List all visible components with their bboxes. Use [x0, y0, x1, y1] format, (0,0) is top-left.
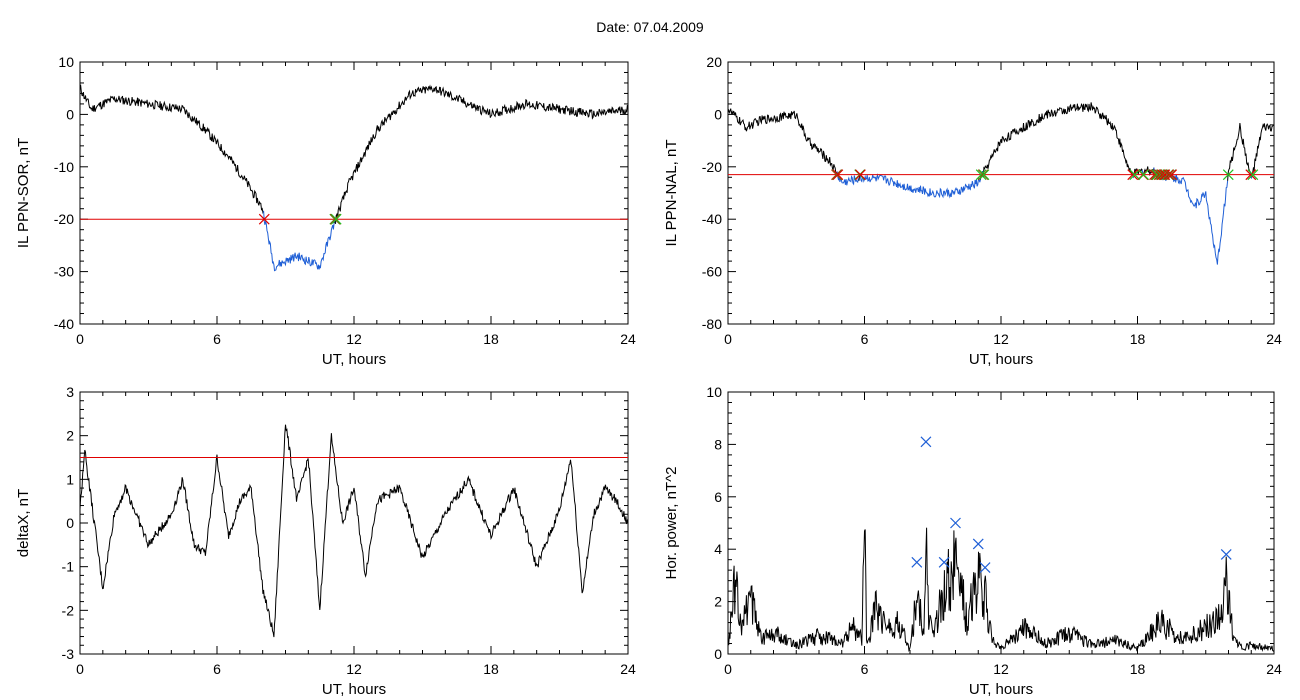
y-tick-label: 0 [714, 646, 722, 662]
y-tick-label: 8 [714, 436, 722, 452]
y-axis-label: Hor. power, nT^2 [663, 467, 680, 580]
crossing-marker-down [1163, 169, 1175, 181]
x-tick-label: 24 [1266, 331, 1282, 347]
y-tick-label: -20 [54, 211, 74, 227]
peak-marker [938, 556, 950, 568]
data-trace-below-threshold [859, 173, 981, 199]
y-tick-label: -20 [702, 159, 722, 175]
crossing-marker-down [1166, 169, 1178, 181]
y-tick-label: 2 [66, 428, 74, 444]
x-tick-label: 6 [213, 331, 221, 347]
data-trace-below-threshold [263, 210, 335, 272]
plot-frame [727, 391, 1275, 655]
y-tick-label: 10 [58, 54, 74, 70]
crossing-marker-up [975, 169, 987, 181]
x-tick-label: 24 [1266, 661, 1282, 677]
y-tick-label: -80 [702, 316, 722, 332]
x-tick-label: 18 [1130, 331, 1146, 347]
y-tick-label: 20 [706, 54, 722, 70]
peak-marker [950, 517, 961, 529]
y-axis-label: deltaX, nT [15, 489, 32, 557]
peak-marker [911, 556, 923, 568]
plot-frame [727, 61, 1275, 325]
data-trace [79, 84, 265, 215]
y-tick-label: -2 [62, 602, 75, 618]
x-tick-label: 24 [620, 331, 636, 347]
x-tick-label: 12 [346, 331, 362, 347]
crossing-marker-up [1222, 169, 1234, 181]
crossing-marker-up [1138, 169, 1150, 181]
crossing-marker-down [258, 213, 270, 225]
x-tick-label: 12 [346, 661, 362, 677]
crossing-marker-down [1245, 169, 1257, 181]
y-axis-label: IL PPN-NAL, nT [663, 140, 680, 247]
plot-frame [79, 61, 629, 325]
x-tick-label: 0 [76, 331, 84, 347]
y-tick-label: 0 [66, 106, 74, 122]
y-tick-label: 1 [66, 471, 74, 487]
peak-marker [1220, 549, 1232, 560]
crossing-marker-up [1129, 169, 1141, 181]
crossing-marker-down [854, 169, 866, 181]
x-tick-label: 12 [993, 661, 1009, 677]
peak-marker [972, 538, 984, 550]
y-tick-label: -40 [702, 211, 722, 227]
y-tick-label: -40 [54, 316, 74, 332]
y-tick-label: 6 [714, 489, 722, 505]
peak-marker [920, 436, 932, 448]
crossing-marker-up [1247, 169, 1259, 181]
data-trace [1227, 123, 1251, 181]
x-tick-label: 6 [861, 661, 869, 677]
y-tick-label: 3 [66, 384, 74, 400]
x-tick-label: 12 [993, 331, 1009, 347]
panel-ppn-sor: 0 6 12 18 24 -40 -30 -20 -10 0 10 UT, hours IL PPN-S… [15, 54, 636, 368]
x-tick-label: 18 [483, 661, 499, 677]
x-axis-label: UT, hours [969, 681, 1033, 698]
data-trace [1251, 123, 1275, 176]
x-tick-label: 6 [213, 661, 221, 677]
y-tick-label: 2 [714, 594, 722, 610]
data-trace [727, 527, 1275, 653]
x-tick-label: 6 [861, 331, 869, 347]
y-tick-label: -3 [62, 646, 75, 662]
x-tick-label: 18 [1130, 661, 1146, 677]
y-tick-label: -30 [54, 264, 74, 280]
x-tick-label: 24 [620, 661, 636, 677]
y-tick-label: -60 [702, 264, 722, 280]
peak-marker [979, 562, 991, 573]
x-tick-label: 0 [724, 331, 732, 347]
crossing-marker-up [978, 169, 990, 181]
x-axis-label: UT, hours [969, 351, 1033, 368]
y-tick-label: 4 [714, 541, 722, 557]
y-tick-label: 0 [66, 515, 74, 531]
x-tick-label: 0 [76, 661, 84, 677]
crossing-marker-up [330, 213, 342, 225]
y-tick-label: -10 [54, 159, 74, 175]
crossing-marker-down [832, 169, 844, 181]
y-axis-label: IL PPN-SOR, nT [15, 138, 32, 248]
data-trace [79, 424, 629, 638]
data-trace [335, 84, 629, 224]
x-tick-label: 0 [724, 661, 732, 677]
x-axis-label: UT, hours [322, 351, 386, 368]
y-tick-label: 10 [706, 384, 722, 400]
data-trace-below-threshold [1170, 174, 1229, 265]
y-tick-label: -1 [62, 559, 75, 575]
crossing-marker-down [1153, 169, 1165, 181]
x-tick-label: 18 [483, 331, 499, 347]
data-trace [727, 108, 837, 174]
y-tick-label: 0 [714, 106, 722, 122]
crossing-marker-down [1127, 169, 1139, 181]
x-axis-label: UT, hours [322, 681, 386, 698]
data-trace [982, 102, 1133, 178]
date-title: Date: 07.04.2009 [596, 19, 704, 35]
panel-ppn-nal: 0 6 12 18 24 -80 -60 -40 -20 0 20 UT, hours IL PPN-N… [663, 54, 1282, 368]
